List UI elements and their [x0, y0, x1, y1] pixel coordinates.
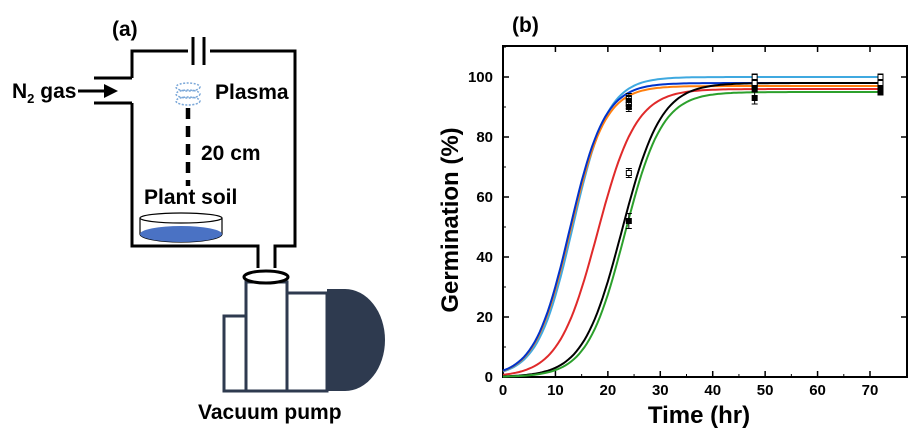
y-tick-label: 20: [476, 309, 493, 326]
x-tick-label: 0: [499, 382, 507, 399]
plasma-coil-icon: [175, 82, 201, 106]
data-point-4: [751, 86, 758, 92]
data-point-6: [877, 89, 884, 95]
data-point-5: [877, 80, 884, 86]
x-tick-label: 40: [704, 382, 721, 399]
y-tick-label: 0: [485, 369, 493, 386]
data-point-1: [751, 74, 758, 80]
series-curve-2: [502, 85, 881, 372]
distance-label: 20 cm: [201, 142, 261, 165]
y-axis-title: Germination (%): [437, 127, 464, 312]
series-curve-6: [502, 91, 881, 378]
y-tick-label: 100: [468, 69, 493, 86]
vacuum-pump-icon: [222, 269, 385, 393]
panel-a-schematic: (a) N2 gas Plasma 20 cm: [12, 18, 385, 424]
plasma-label: Plasma: [215, 81, 289, 104]
series-curve-4: [502, 88, 881, 376]
soil-dish: [139, 212, 223, 243]
series-curve-1: [502, 76, 881, 373]
data-point-4: [625, 104, 632, 110]
x-tick-label: 30: [652, 382, 669, 399]
series-curve-3: [502, 82, 881, 372]
electrode-symbol: [191, 37, 206, 65]
x-axis-title: Time (hr): [648, 402, 750, 429]
soil-label: Plant soil: [144, 186, 237, 209]
data-point-6: [751, 95, 758, 101]
data-point-5: [751, 80, 758, 86]
data-point-1: [877, 74, 884, 80]
soil-fill: [140, 226, 222, 242]
panel-b-chart: (b) 0 10 20 30 40 50 60 70 0 20 40 60 80 100 Germinat…: [437, 14, 908, 429]
y-tick-label: 80: [476, 129, 493, 146]
gas-inlet: N2 gas: [12, 80, 118, 106]
gas-arrow-icon: [104, 84, 118, 98]
x-tick-label: 20: [600, 382, 617, 399]
y-tick-label: 60: [476, 189, 493, 206]
chamber-outline: [94, 49, 297, 268]
data-point-5: [625, 170, 632, 176]
x-tick-label: 70: [862, 382, 879, 399]
y-tick-label: 40: [476, 249, 493, 266]
series-curve-5: [502, 82, 881, 378]
pump-label: Vacuum pump: [198, 401, 342, 424]
panel-a-label: (a): [112, 18, 138, 41]
x-tick-label: 60: [809, 382, 826, 399]
chart-plot: 0 10 20 30 40 50 60 70 0 20 40 60 80 100: [468, 45, 908, 399]
data-point-6: [625, 218, 632, 224]
x-tick-label: 10: [547, 382, 564, 399]
plot-frame: [502, 45, 908, 378]
x-tick-label: 50: [757, 382, 774, 399]
gas-label: N2 gas: [12, 80, 76, 106]
panel-b-label: (b): [512, 14, 539, 37]
